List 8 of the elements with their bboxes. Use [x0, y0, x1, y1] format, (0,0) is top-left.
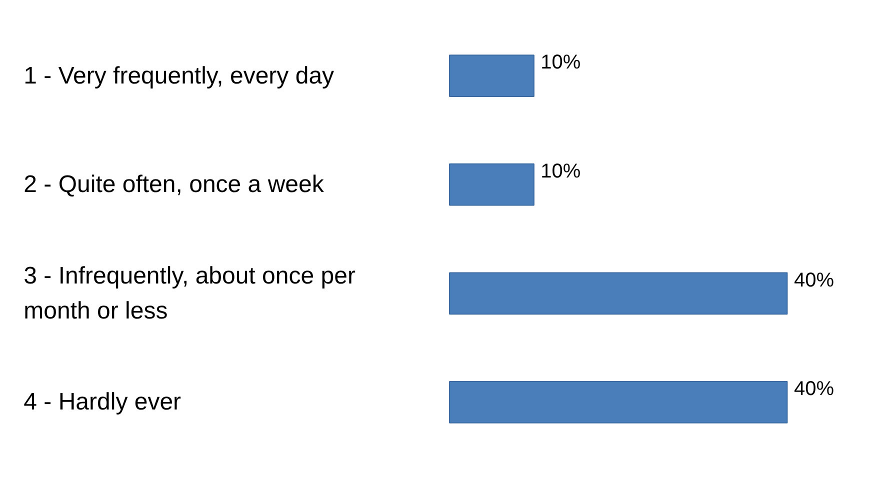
data-label: 10% — [540, 52, 581, 74]
y-tick-label: 2 - Quite often, once a week — [24, 171, 325, 198]
data-label: 40% — [794, 378, 834, 400]
data-label: 40% — [794, 269, 834, 292]
y-tick-label: 4 - Hardly ever — [24, 388, 182, 416]
data-label: 10% — [540, 160, 581, 183]
y-tick-label: 1 - Very frequently, every day — [24, 62, 334, 90]
y-tick-label: 3 - Infrequently, about once per month or less — [24, 262, 356, 324]
